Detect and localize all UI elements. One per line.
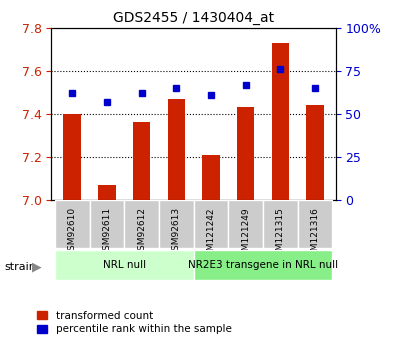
Text: ▶: ▶ xyxy=(32,261,42,274)
Bar xyxy=(55,250,194,279)
Text: GSM92612: GSM92612 xyxy=(137,207,146,256)
Text: GSM92613: GSM92613 xyxy=(172,207,181,256)
Bar xyxy=(194,250,332,279)
Bar xyxy=(124,200,159,248)
Text: strain: strain xyxy=(4,263,36,272)
Bar xyxy=(237,107,254,200)
Bar xyxy=(133,122,150,200)
Text: NR2E3 transgene in NRL null: NR2E3 transgene in NRL null xyxy=(188,260,338,270)
Text: GSM121315: GSM121315 xyxy=(276,207,285,262)
Text: GSM121316: GSM121316 xyxy=(310,207,320,262)
Bar xyxy=(194,200,228,248)
Text: GSM92611: GSM92611 xyxy=(102,207,111,256)
Bar xyxy=(272,43,289,200)
Bar xyxy=(64,114,81,200)
Text: NRL null: NRL null xyxy=(103,260,146,270)
Title: GDS2455 / 1430404_at: GDS2455 / 1430404_at xyxy=(113,11,274,25)
Bar xyxy=(167,99,185,200)
Text: GSM121249: GSM121249 xyxy=(241,207,250,262)
Bar xyxy=(297,200,332,248)
Bar xyxy=(202,155,220,200)
Bar xyxy=(90,200,124,248)
Text: GSM121242: GSM121242 xyxy=(207,207,215,262)
Text: GSM92610: GSM92610 xyxy=(68,207,77,256)
Bar xyxy=(306,105,324,200)
Bar xyxy=(228,200,263,248)
Legend: transformed count, percentile rank within the sample: transformed count, percentile rank withi… xyxy=(37,311,231,334)
Bar xyxy=(263,200,297,248)
Bar xyxy=(98,185,115,200)
Bar xyxy=(159,200,194,248)
Bar xyxy=(55,200,90,248)
